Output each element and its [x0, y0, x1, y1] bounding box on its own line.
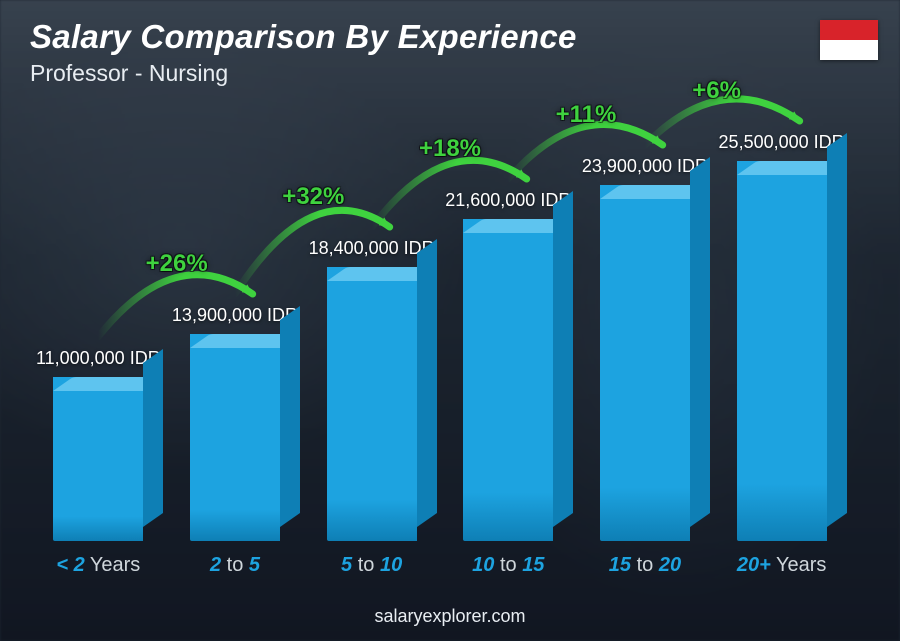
bar	[600, 185, 690, 541]
bar	[53, 377, 143, 541]
bar-slot: 21,600,000 IDR	[440, 190, 577, 541]
x-axis-label: 10 to 15	[440, 554, 577, 577]
bar-side-face	[280, 306, 300, 527]
bar-side-face	[690, 157, 710, 527]
header: Salary Comparison By Experience Professo…	[30, 18, 577, 87]
x-axis-label: 5 to 10	[303, 554, 440, 577]
page-title: Salary Comparison By Experience	[30, 18, 577, 56]
bar-front-face	[600, 185, 690, 541]
flag-bottom-stripe	[820, 40, 878, 60]
page-subtitle: Professor - Nursing	[30, 60, 577, 87]
bar	[463, 219, 553, 541]
bar-slot: 11,000,000 IDR	[30, 348, 167, 541]
bar-side-face	[827, 133, 847, 527]
bar-value-label: 25,500,000 IDR	[719, 132, 845, 153]
bar-side-face	[143, 349, 163, 527]
bar-front-face	[190, 334, 280, 541]
bar	[327, 267, 417, 541]
x-axis-labels: < 2 Years2 to 55 to 1010 to 1515 to 2020…	[30, 554, 850, 577]
bar-side-face	[553, 191, 573, 527]
bar-front-face	[327, 267, 417, 541]
x-axis-label: 20+ Years	[713, 554, 850, 577]
bars-container: 11,000,000 IDR 13,900,000 IDR 18,400,000 I…	[30, 101, 850, 541]
bar-slot: 13,900,000 IDR	[167, 305, 304, 541]
country-flag-icon	[820, 20, 878, 60]
bar-front-face	[737, 161, 827, 541]
bar-front-face	[463, 219, 553, 541]
bar-slot: 18,400,000 IDR	[303, 238, 440, 541]
bar-slot: 25,500,000 IDR	[713, 132, 850, 541]
bar-front-face	[53, 377, 143, 541]
x-axis-label: < 2 Years	[30, 554, 167, 577]
x-axis-label: 2 to 5	[167, 554, 304, 577]
footer-source: salaryexplorer.com	[0, 606, 900, 627]
flag-top-stripe	[820, 20, 878, 40]
bar	[737, 161, 827, 541]
bar-slot: 23,900,000 IDR	[577, 156, 714, 541]
x-axis-label: 15 to 20	[577, 554, 714, 577]
bar	[190, 334, 280, 541]
bar-value-label: 11,000,000 IDR	[36, 348, 161, 369]
chart-area: 11,000,000 IDR 13,900,000 IDR 18,400,000 I…	[30, 100, 850, 571]
bar-value-label: 18,400,000 IDR	[309, 238, 435, 259]
bar-side-face	[417, 239, 437, 527]
